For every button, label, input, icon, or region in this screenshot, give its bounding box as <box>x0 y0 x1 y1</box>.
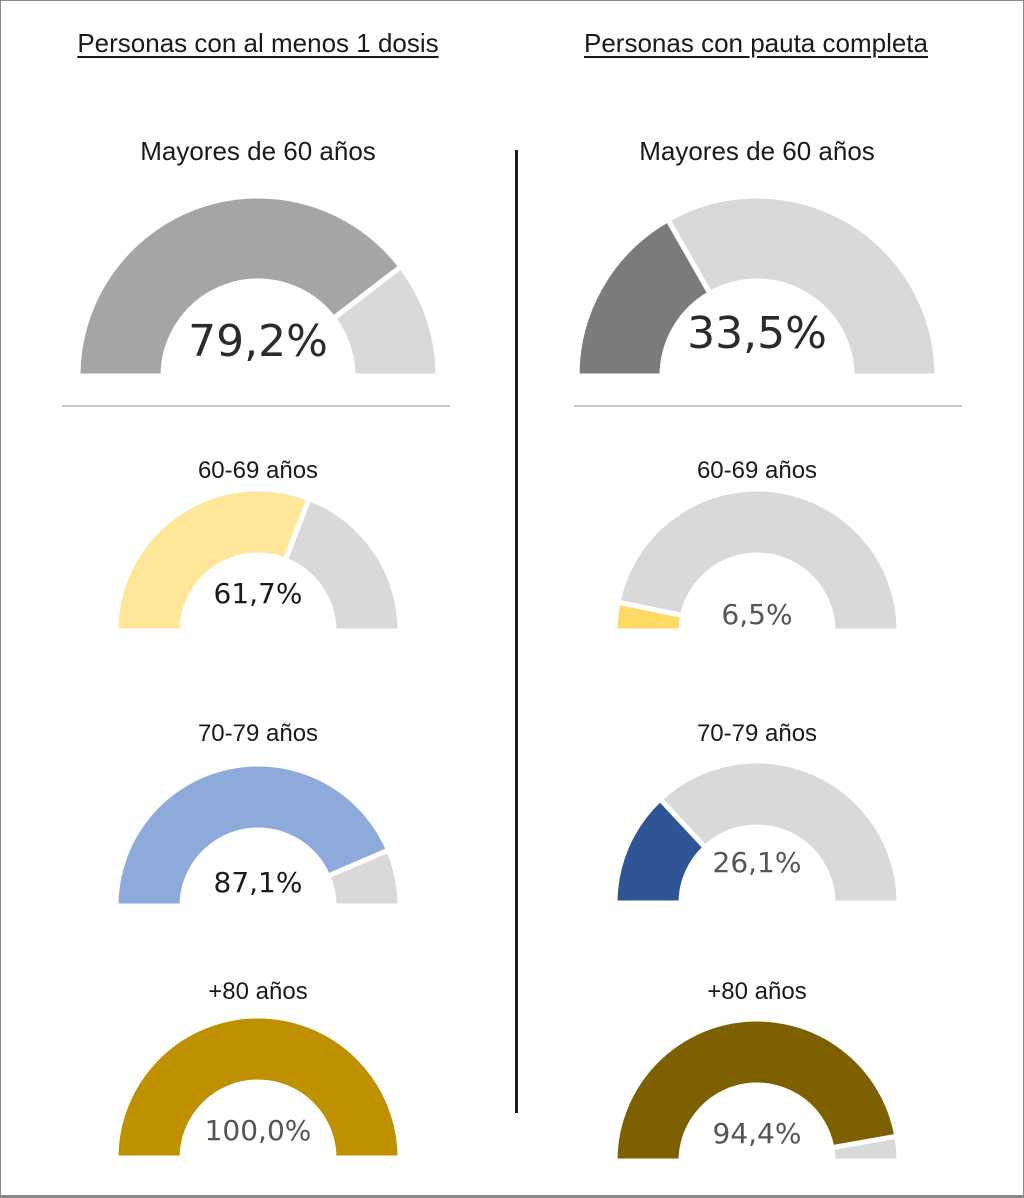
gauge-remainder-arc <box>329 263 441 379</box>
gauge-remainder-arc <box>656 758 902 906</box>
gauge-value-arc <box>612 1016 900 1164</box>
gauge-remainder-arc <box>614 486 902 634</box>
gauge-group-label: 60-69 años <box>198 457 318 484</box>
column-title-full-schedule: Personas con pauta completa <box>584 28 928 58</box>
gauge-group-label: 60-69 años <box>697 457 817 484</box>
gauge-group-label: +80 años <box>208 978 307 1005</box>
gauge-group-label: +80 años <box>707 978 806 1005</box>
gauge-value-label: 61,7% <box>214 577 303 610</box>
gauge-group-label: 70-79 años <box>697 720 817 747</box>
gauge-value-arc <box>574 216 714 379</box>
gauge-value-arc <box>113 761 392 909</box>
gauge-value-label: 87,1% <box>214 866 303 899</box>
gauge-value-label: 6,5% <box>721 598 792 631</box>
separator-left <box>62 405 450 407</box>
gauge-group-label: Mayores de 60 años <box>140 136 376 166</box>
separator-right <box>574 405 962 407</box>
gauge-value-label: 79,2% <box>188 316 328 367</box>
gauge-value-arc <box>75 193 405 379</box>
gauge-value-label: 26,1% <box>713 846 802 879</box>
gauge-group-label: Mayores de 60 años <box>639 136 875 166</box>
gauge-value-label: 33,5% <box>687 308 827 359</box>
gauge-value-arc <box>612 599 686 634</box>
gauge-remainder-arc <box>282 495 403 634</box>
gauge-value-label: 100,0% <box>205 1114 312 1147</box>
gauge-value-arc <box>113 1013 403 1161</box>
gauge-value-arc <box>612 795 709 906</box>
gauge-group-label: 70-79 años <box>198 720 318 747</box>
gauge-remainder-arc <box>664 193 940 379</box>
gauge-value-arc <box>113 486 313 634</box>
gauge-remainder-arc <box>324 846 403 909</box>
gauge-value-label: 94,4% <box>713 1117 802 1150</box>
column-divider <box>515 150 518 1113</box>
column-title-first-dose: Personas con al menos 1 dosis <box>77 28 439 58</box>
